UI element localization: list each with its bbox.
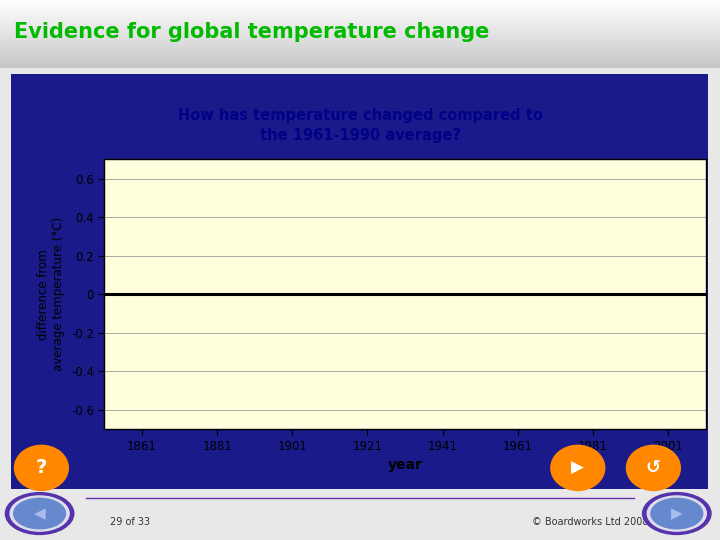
Bar: [0, 24, 720, 25]
Bar: [0, 54, 720, 55]
Text: ▶: ▶: [572, 459, 584, 477]
Bar: [0, 41, 720, 42]
Ellipse shape: [10, 496, 69, 531]
Bar: [0, 59, 720, 60]
Bar: [0, 55, 720, 56]
Bar: [0, 47, 720, 48]
Bar: [0, 64, 720, 65]
Bar: [0, 16, 720, 17]
Bar: [0, 52, 720, 53]
Text: Evidence for global temperature change: Evidence for global temperature change: [14, 22, 490, 43]
Bar: [0, 1, 720, 2]
Y-axis label: difference from
average temperature (°C): difference from average temperature (°C): [37, 217, 66, 372]
Bar: [0, 38, 720, 39]
Bar: [0, 27, 720, 28]
Bar: [0, 67, 720, 68]
Bar: [0, 42, 720, 43]
Bar: [0, 37, 720, 38]
Bar: [0, 39, 720, 40]
Bar: [0, 66, 720, 67]
Bar: [0, 6, 720, 8]
Ellipse shape: [6, 492, 74, 535]
Bar: [0, 63, 720, 64]
Bar: [0, 65, 720, 66]
Ellipse shape: [642, 492, 711, 535]
Ellipse shape: [14, 498, 66, 529]
Bar: [0, 56, 720, 57]
Bar: [0, 12, 720, 13]
Bar: [0, 53, 720, 54]
Bar: [0, 60, 720, 62]
Text: ▶: ▶: [671, 506, 683, 521]
Bar: [0, 19, 720, 20]
Bar: [0, 10, 720, 11]
Bar: [0, 62, 720, 63]
Bar: [0, 14, 720, 15]
Bar: [0, 48, 720, 49]
Bar: [0, 32, 720, 33]
Text: 29 of 33: 29 of 33: [109, 517, 150, 527]
Text: ↺: ↺: [646, 459, 661, 477]
Bar: [0, 18, 720, 19]
Bar: [0, 46, 720, 47]
Bar: [0, 33, 720, 35]
Bar: [0, 35, 720, 36]
Text: © Boardworks Ltd 2008: © Boardworks Ltd 2008: [532, 517, 649, 527]
Bar: [0, 9, 720, 10]
Bar: [0, 51, 720, 52]
Bar: [0, 28, 720, 29]
Bar: [0, 58, 720, 59]
Bar: [0, 8, 720, 9]
Text: ◀: ◀: [34, 506, 45, 521]
Bar: [0, 11, 720, 12]
Bar: [0, 36, 720, 37]
Bar: [0, 44, 720, 45]
Bar: [0, 57, 720, 58]
Ellipse shape: [651, 498, 703, 529]
Bar: [0, 45, 720, 46]
Bar: [0, 55, 720, 56]
Bar: [0, 50, 720, 51]
Circle shape: [14, 446, 68, 490]
Bar: [0, 5, 720, 6]
Circle shape: [626, 446, 680, 490]
Text: ?: ?: [36, 458, 47, 477]
Bar: [0, 0, 720, 1]
Bar: [0, 29, 720, 30]
Ellipse shape: [647, 496, 706, 531]
Bar: [0, 2, 720, 3]
Circle shape: [551, 446, 605, 490]
Bar: [0, 43, 720, 44]
Bar: [0, 4, 720, 5]
Bar: [0, 31, 720, 32]
Bar: [0, 13, 720, 14]
Bar: [0, 30, 720, 31]
Bar: [0, 21, 720, 22]
Bar: [0, 3, 720, 4]
Bar: [0, 22, 720, 23]
Text: How has temperature changed compared to
the 1961-1990 average?: How has temperature changed compared to …: [178, 109, 542, 143]
Bar: [0, 23, 720, 24]
Bar: [0, 26, 720, 27]
Bar: [0, 15, 720, 16]
Bar: [0, 20, 720, 21]
FancyBboxPatch shape: [0, 66, 720, 497]
Bar: [0, 49, 720, 50]
Bar: [0, 40, 720, 41]
X-axis label: year: year: [387, 458, 423, 472]
